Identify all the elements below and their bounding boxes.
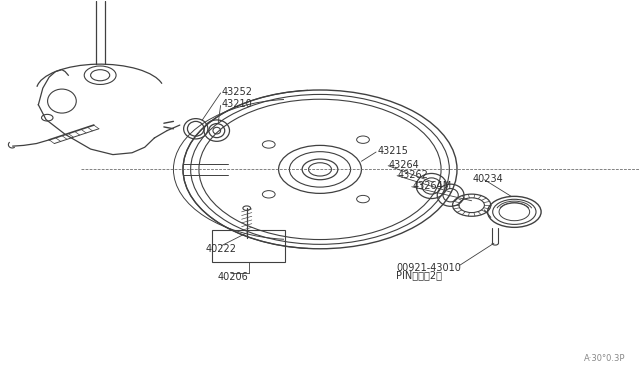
Text: 40222: 40222 [205, 244, 236, 254]
Text: A·30°0.3P: A·30°0.3P [584, 354, 626, 363]
Text: 40234: 40234 [473, 174, 504, 184]
Text: 43210: 43210 [221, 99, 252, 109]
Text: 00921-43010: 00921-43010 [396, 263, 461, 273]
Text: 43215: 43215 [378, 146, 408, 156]
Bar [212, 230, 285, 262]
Text: 43262: 43262 [397, 170, 429, 180]
Text: 43264M: 43264M [412, 181, 452, 191]
Text: 40206: 40206 [218, 272, 249, 282]
Text: PINピン（2）: PINピン（2） [396, 270, 442, 280]
Text: 43264: 43264 [389, 160, 420, 170]
Text: 43252: 43252 [221, 87, 252, 97]
